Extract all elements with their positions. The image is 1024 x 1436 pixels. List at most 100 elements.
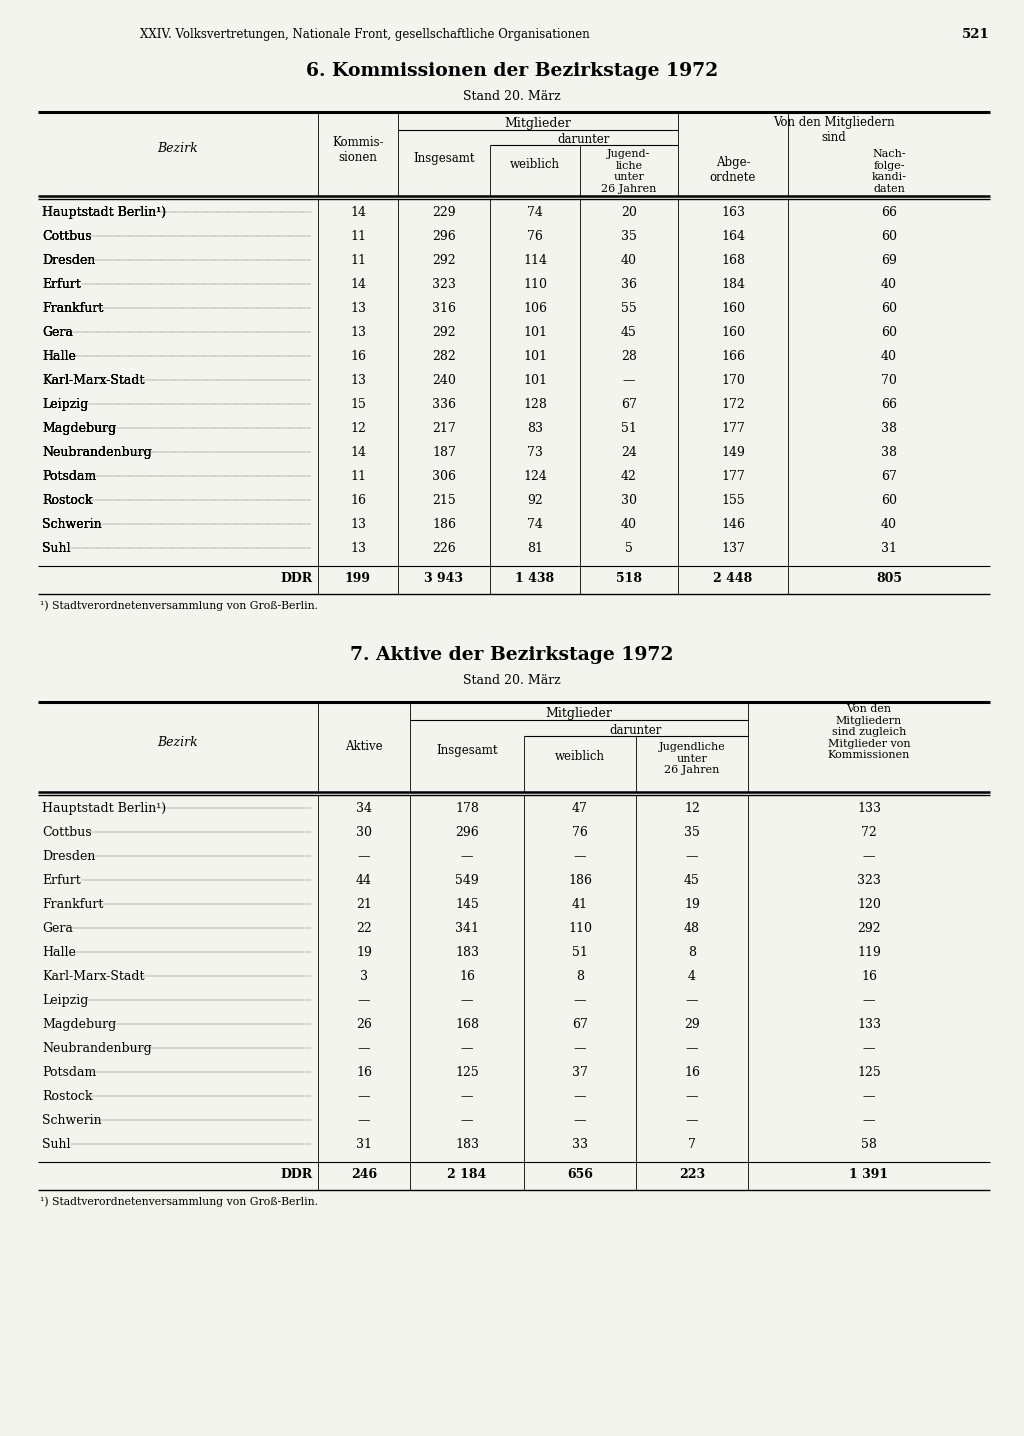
Text: Schwerin: Schwerin — [42, 518, 101, 531]
Text: Dresden: Dresden — [42, 254, 95, 267]
Text: 160: 160 — [721, 326, 745, 339]
Text: —: — — [686, 850, 698, 863]
Text: 296: 296 — [455, 826, 479, 839]
Text: 246: 246 — [351, 1167, 377, 1180]
Text: Halle: Halle — [42, 350, 76, 363]
Text: 38: 38 — [881, 422, 897, 435]
Text: 6. Kommissionen der Bezirkstage 1972: 6. Kommissionen der Bezirkstage 1972 — [306, 62, 718, 80]
Text: weiblich: weiblich — [555, 750, 605, 763]
Text: darunter: darunter — [558, 134, 610, 146]
Text: Frankfurt: Frankfurt — [42, 898, 103, 910]
Text: 4: 4 — [688, 969, 696, 984]
Text: 36: 36 — [621, 279, 637, 292]
Text: 217: 217 — [432, 422, 456, 435]
Text: Halle: Halle — [42, 350, 76, 363]
Text: Frankfurt: Frankfurt — [42, 302, 103, 314]
Text: 44: 44 — [356, 875, 372, 887]
Text: 38: 38 — [881, 447, 897, 460]
Text: 22: 22 — [356, 922, 372, 935]
Text: 518: 518 — [616, 572, 642, 584]
Text: 155: 155 — [721, 494, 744, 507]
Text: 124: 124 — [523, 470, 547, 482]
Text: Rostock: Rostock — [42, 494, 92, 507]
Text: 12: 12 — [684, 801, 700, 816]
Text: 11: 11 — [350, 230, 366, 243]
Text: 292: 292 — [857, 922, 881, 935]
Text: 7. Aktive der Bezirkstage 1972: 7. Aktive der Bezirkstage 1972 — [350, 646, 674, 663]
Text: 341: 341 — [455, 922, 479, 935]
Text: Potsdam: Potsdam — [42, 470, 96, 482]
Text: —: — — [461, 994, 473, 1007]
Text: 296: 296 — [432, 230, 456, 243]
Text: 35: 35 — [622, 230, 637, 243]
Text: 133: 133 — [857, 801, 881, 816]
Text: —: — — [573, 994, 587, 1007]
Text: —: — — [686, 1114, 698, 1127]
Text: —: — — [573, 1043, 587, 1055]
Text: —: — — [357, 1043, 371, 1055]
Text: —: — — [623, 373, 635, 386]
Text: 292: 292 — [432, 326, 456, 339]
Text: 28: 28 — [622, 350, 637, 363]
Text: 60: 60 — [881, 302, 897, 314]
Text: 40: 40 — [881, 350, 897, 363]
Text: —: — — [686, 1043, 698, 1055]
Text: Potsdam: Potsdam — [42, 1066, 96, 1078]
Text: Gera: Gera — [42, 922, 73, 935]
Text: 101: 101 — [523, 326, 547, 339]
Text: ¹) Stadtverordnetenversammlung von Groß-Berlin.: ¹) Stadtverordnetenversammlung von Groß-… — [40, 600, 318, 610]
Text: Erfurt: Erfurt — [42, 875, 81, 887]
Text: 40: 40 — [881, 518, 897, 531]
Text: Erfurt: Erfurt — [42, 279, 81, 292]
Text: 92: 92 — [527, 494, 543, 507]
Text: —: — — [357, 1090, 371, 1103]
Text: 60: 60 — [881, 326, 897, 339]
Text: 16: 16 — [684, 1066, 700, 1078]
Text: —: — — [461, 1043, 473, 1055]
Text: 160: 160 — [721, 302, 745, 314]
Text: Cottbus: Cottbus — [42, 230, 91, 243]
Text: Jugendliche
unter
26 Jahren: Jugendliche unter 26 Jahren — [658, 742, 725, 775]
Text: —: — — [573, 850, 587, 863]
Text: Cottbus: Cottbus — [42, 230, 91, 243]
Text: 805: 805 — [876, 572, 902, 584]
Text: 31: 31 — [356, 1137, 372, 1152]
Text: Bezirk: Bezirk — [158, 737, 199, 750]
Text: —: — — [461, 1090, 473, 1103]
Text: 76: 76 — [527, 230, 543, 243]
Text: 1 438: 1 438 — [515, 572, 555, 584]
Text: —: — — [461, 1114, 473, 1127]
Text: 166: 166 — [721, 350, 745, 363]
Text: 13: 13 — [350, 326, 366, 339]
Text: Karl-Marx-Stadt: Karl-Marx-Stadt — [42, 373, 144, 386]
Text: 73: 73 — [527, 447, 543, 460]
Text: —: — — [686, 994, 698, 1007]
Text: ¹) Stadtverordnetenversammlung von Groß-Berlin.: ¹) Stadtverordnetenversammlung von Groß-… — [40, 1196, 318, 1206]
Text: 3: 3 — [360, 969, 368, 984]
Text: Hauptstadt Berlin¹): Hauptstadt Berlin¹) — [42, 205, 166, 220]
Text: Dresden: Dresden — [42, 254, 95, 267]
Text: 2 184: 2 184 — [447, 1167, 486, 1180]
Text: 145: 145 — [455, 898, 479, 910]
Text: Gera: Gera — [42, 326, 73, 339]
Text: —: — — [357, 994, 371, 1007]
Text: 178: 178 — [455, 801, 479, 816]
Text: Rostock: Rostock — [42, 494, 92, 507]
Text: 66: 66 — [881, 398, 897, 411]
Text: 70: 70 — [881, 373, 897, 386]
Text: Kommis-
sionen: Kommis- sionen — [332, 136, 384, 164]
Text: Dresden: Dresden — [42, 254, 95, 267]
Text: —: — — [573, 1090, 587, 1103]
Text: Potsdam: Potsdam — [42, 470, 96, 482]
Text: Suhl: Suhl — [42, 541, 71, 554]
Text: Halle: Halle — [42, 350, 76, 363]
Text: Leipzig: Leipzig — [42, 994, 88, 1007]
Text: Karl-Marx-Stadt: Karl-Marx-Stadt — [42, 373, 144, 386]
Text: 19: 19 — [356, 946, 372, 959]
Text: 1 391: 1 391 — [850, 1167, 889, 1180]
Text: 45: 45 — [622, 326, 637, 339]
Text: 60: 60 — [881, 230, 897, 243]
Text: weiblich: weiblich — [510, 158, 560, 171]
Text: 21: 21 — [356, 898, 372, 910]
Text: 184: 184 — [721, 279, 745, 292]
